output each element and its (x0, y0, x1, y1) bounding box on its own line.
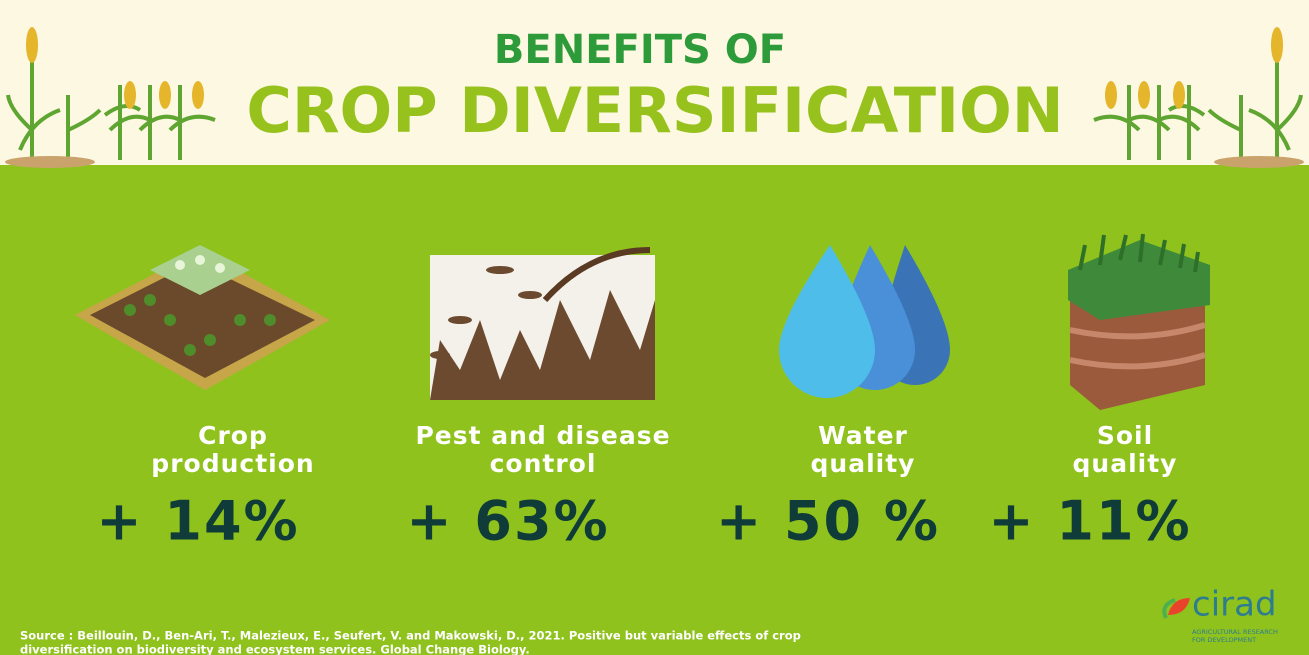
benefit-label: Water (818, 421, 908, 450)
logo-name: cirad (1192, 585, 1277, 625)
benefit-label: quality (1073, 449, 1178, 478)
benefit-value: + 14% (96, 490, 299, 553)
benefit-label: Pest and disease (415, 421, 670, 450)
benefit-label: production (151, 449, 314, 478)
benefit-label: Soil (1097, 421, 1153, 450)
body-band (0, 165, 1309, 655)
source-text: Source : Beillouin, D., Ben-Ari, T., Mal… (20, 629, 801, 643)
title-line: CROP DIVERSIFICATION (246, 74, 1063, 147)
benefit-value: + 63% (406, 490, 609, 553)
title-line: BENEFITS OF (494, 27, 786, 73)
source-text: diversification on biodiversity and ecos… (20, 643, 530, 655)
benefit-label: quality (811, 449, 916, 478)
benefit-value: + 50 % (716, 490, 940, 553)
benefit-label: Crop (198, 421, 268, 450)
logo-tagline: FOR DEVELOPMENT (1192, 636, 1256, 644)
benefit-value: + 11% (988, 490, 1191, 553)
pest-icon (430, 250, 655, 400)
logo-tagline: AGRICULTURAL RESEARCH (1192, 628, 1278, 636)
benefit-label: control (490, 449, 597, 478)
infographic: BENEFITS OF CROP DIVERSIFICATION Croppro… (0, 0, 1309, 655)
